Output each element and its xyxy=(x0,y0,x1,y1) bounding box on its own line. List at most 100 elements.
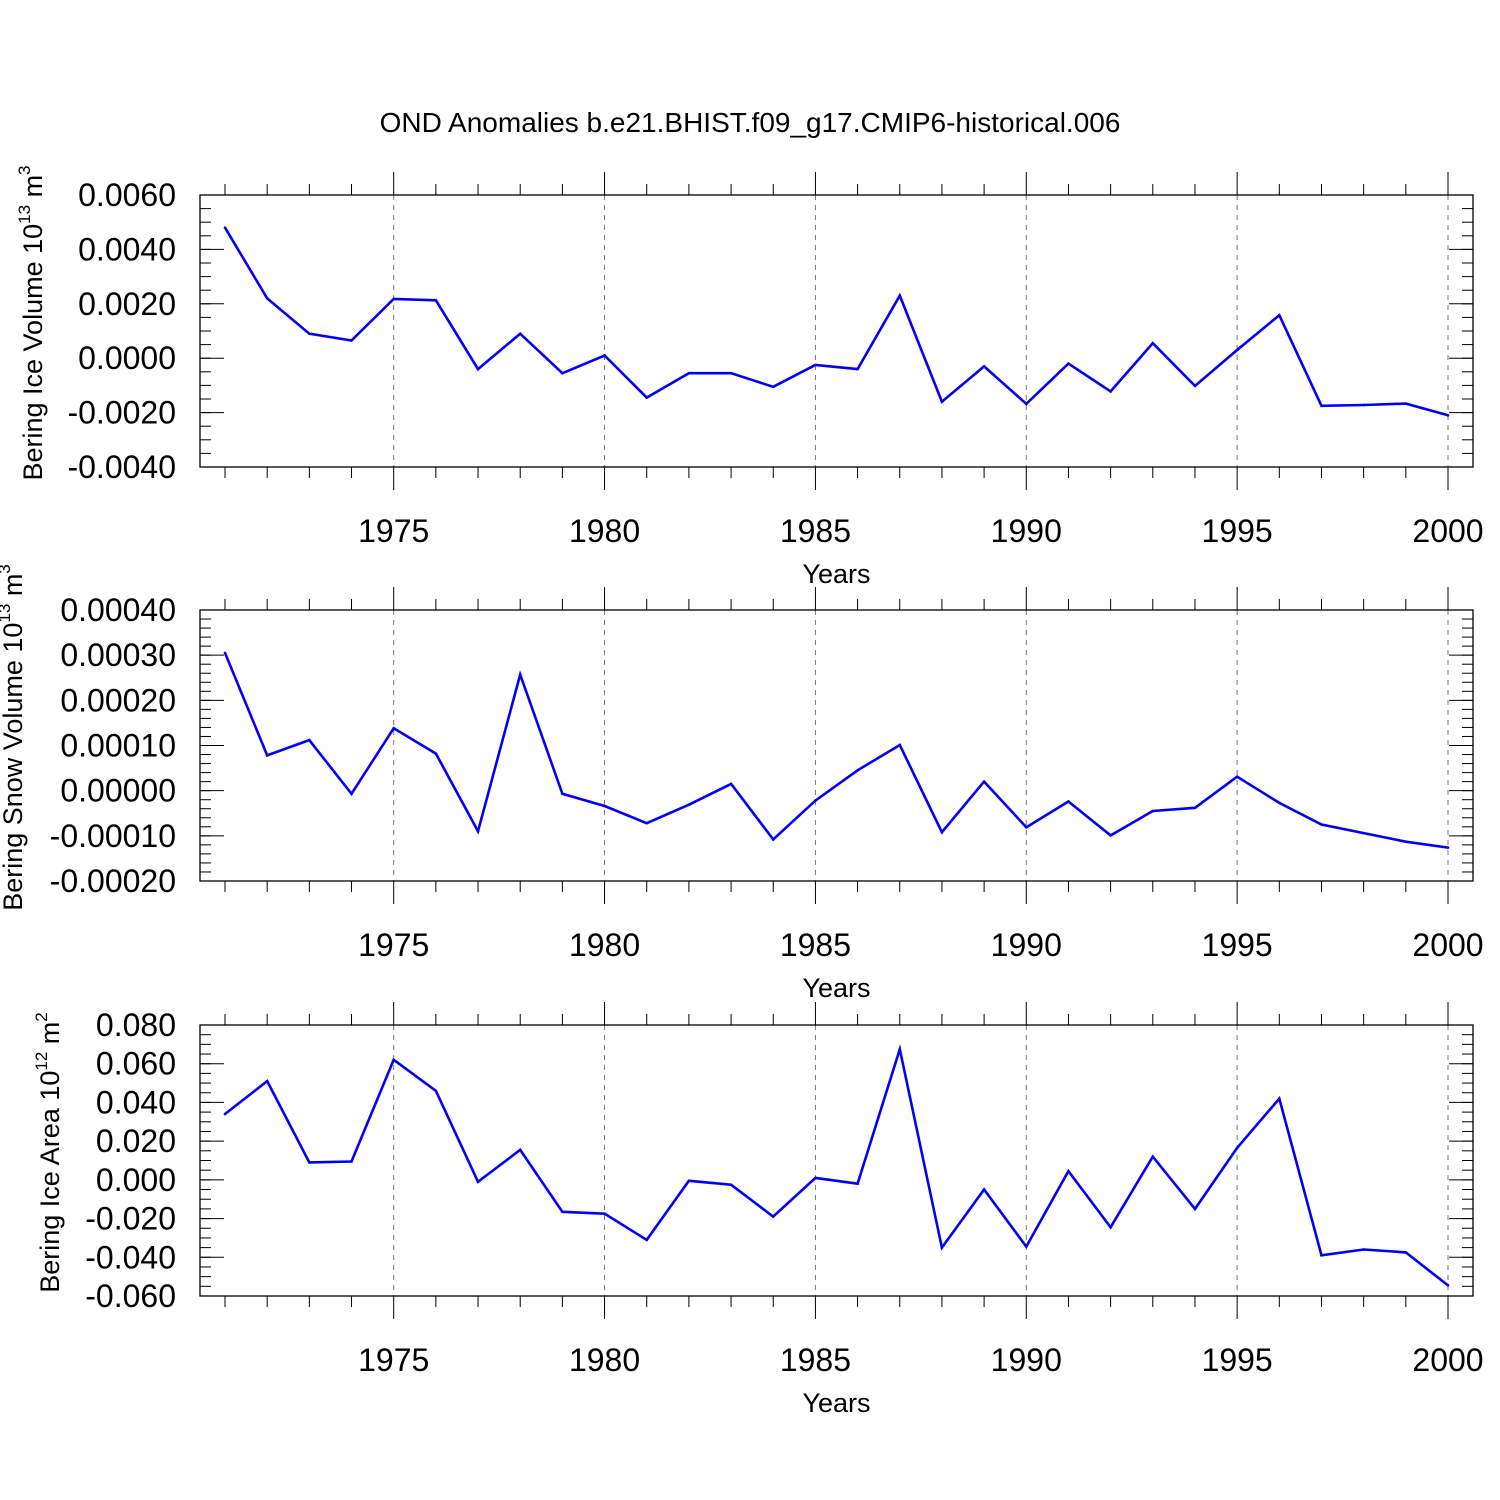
data-point xyxy=(561,1210,564,1214)
data-point xyxy=(856,769,859,772)
y-tick-label: -0.0020 xyxy=(67,395,176,431)
y-tick-label: -0.00010 xyxy=(50,818,176,854)
data-point xyxy=(814,1176,817,1180)
x-tick-label: 1985 xyxy=(780,1342,851,1378)
y-tick-label: 0.060 xyxy=(96,1046,176,1082)
data-point xyxy=(729,371,733,375)
data-point xyxy=(392,1058,395,1062)
x-tick-label: 1985 xyxy=(780,927,851,963)
figure-title: OND Anomalies b.e21.BHIST.f09_g17.CMIP6-… xyxy=(380,107,1121,138)
data-point xyxy=(645,1238,649,1242)
x-tick-label: 1980 xyxy=(569,927,640,963)
plot-frame xyxy=(199,194,1474,468)
data-point xyxy=(940,830,944,834)
data-point xyxy=(518,673,522,676)
data-point xyxy=(434,1089,438,1093)
y-tick-label: 0.080 xyxy=(96,1007,176,1043)
data-point xyxy=(1109,1225,1112,1229)
data-point xyxy=(1193,384,1197,388)
y-tick-label: 0.0040 xyxy=(78,231,176,267)
data-point xyxy=(308,1161,311,1164)
data-point xyxy=(898,1047,902,1051)
data-point xyxy=(1235,775,1239,778)
data-point xyxy=(1193,806,1197,810)
data-point xyxy=(1193,1207,1197,1211)
y-axis-label-ylabel-exp: 12 xyxy=(32,1052,51,1071)
data-point xyxy=(1320,1254,1323,1257)
data-point xyxy=(1109,834,1112,837)
data-point xyxy=(898,743,902,747)
y-tick-label: 0.000 xyxy=(96,1162,176,1198)
x-tick-label: 1995 xyxy=(1202,927,1273,963)
data-point xyxy=(982,780,986,783)
y-tick-label: 0.00020 xyxy=(60,682,176,718)
data-point xyxy=(1024,1245,1028,1248)
data-point xyxy=(771,1215,775,1218)
data-point xyxy=(645,821,649,825)
x-tick-label: 2000 xyxy=(1412,513,1483,549)
y-tick-label: 0.00010 xyxy=(60,728,176,764)
y-axis-label-ylabel-main: Bering Ice Area 10 xyxy=(35,1071,65,1293)
data-point xyxy=(856,367,859,371)
x-axis-label: Years xyxy=(802,1388,870,1418)
data-point xyxy=(856,1182,859,1186)
series-line xyxy=(223,226,1449,417)
y-tick-label: 0.00040 xyxy=(60,592,176,628)
x-tick-label: 2000 xyxy=(1412,1342,1483,1378)
data-point xyxy=(687,1179,691,1183)
chart-panels: -0.0040 -0.0020 0.0000 0.0020 0.0040 0.0060 19… xyxy=(0,165,1484,1418)
x-tick-label: 2000 xyxy=(1412,927,1483,963)
y-tick-label: -0.060 xyxy=(85,1278,176,1314)
x-tick-label: 1990 xyxy=(991,513,1062,549)
data-point xyxy=(814,799,817,802)
plot-frame xyxy=(199,609,1474,882)
x-tick-label: 1975 xyxy=(358,513,429,549)
y-tick-label: 0.00030 xyxy=(60,637,176,673)
data-point xyxy=(1067,800,1070,803)
chart-panel-2: -0.00020 -0.00010 0.00000 0.00010 0.00020 0.0… xyxy=(0,564,1484,1003)
x-tick-label: 1990 xyxy=(991,1342,1062,1378)
y-tick-label: 0.0000 xyxy=(78,340,176,376)
y-tick-label: 0.00000 xyxy=(60,773,176,809)
data-point xyxy=(392,727,395,730)
data-point xyxy=(1320,404,1323,408)
data-point xyxy=(476,1180,480,1184)
y-axis-label-ylabel-unit: m xyxy=(0,574,28,604)
data-point xyxy=(603,804,606,808)
y-axis-label: Bering Ice Area 1012 m2 xyxy=(32,1012,65,1293)
data-point xyxy=(687,803,691,806)
data-point xyxy=(392,297,395,301)
data-point xyxy=(1362,1248,1365,1251)
data-point xyxy=(223,651,227,655)
data-point xyxy=(1151,809,1155,813)
data-point xyxy=(223,1112,227,1116)
y-axis-label-ylabel-exp: 13 xyxy=(15,205,34,224)
data-point xyxy=(223,226,227,229)
data-point xyxy=(518,332,522,336)
y-axis-label-ylabel-main: Bering Ice Volume 10 xyxy=(18,224,48,481)
y-axis-label-ylabel-unit-exp: 3 xyxy=(0,564,14,573)
data-point xyxy=(1235,348,1239,352)
y-axis-label-ylabel-unit: m xyxy=(35,1022,65,1052)
data-point xyxy=(771,385,775,389)
data-point xyxy=(729,782,733,786)
data-point xyxy=(350,792,353,796)
y-tick-label: 0.040 xyxy=(96,1084,176,1120)
data-point xyxy=(1109,390,1112,393)
y-tick-label: -0.0040 xyxy=(67,449,176,485)
data-point xyxy=(1404,1251,1408,1254)
data-point xyxy=(561,792,564,796)
x-axis-label: Years xyxy=(802,559,870,589)
data-point xyxy=(982,365,986,368)
data-point xyxy=(561,371,564,375)
data-point xyxy=(1024,825,1028,829)
data-point xyxy=(1067,362,1070,365)
y-tick-label: 0.020 xyxy=(96,1123,176,1159)
data-point xyxy=(1151,1155,1155,1158)
data-point xyxy=(1446,1284,1450,1287)
data-point xyxy=(1278,1097,1281,1100)
data-point xyxy=(1404,840,1408,844)
data-point xyxy=(982,1188,986,1191)
x-axis-label: Years xyxy=(802,973,870,1003)
data-point xyxy=(1278,801,1281,805)
